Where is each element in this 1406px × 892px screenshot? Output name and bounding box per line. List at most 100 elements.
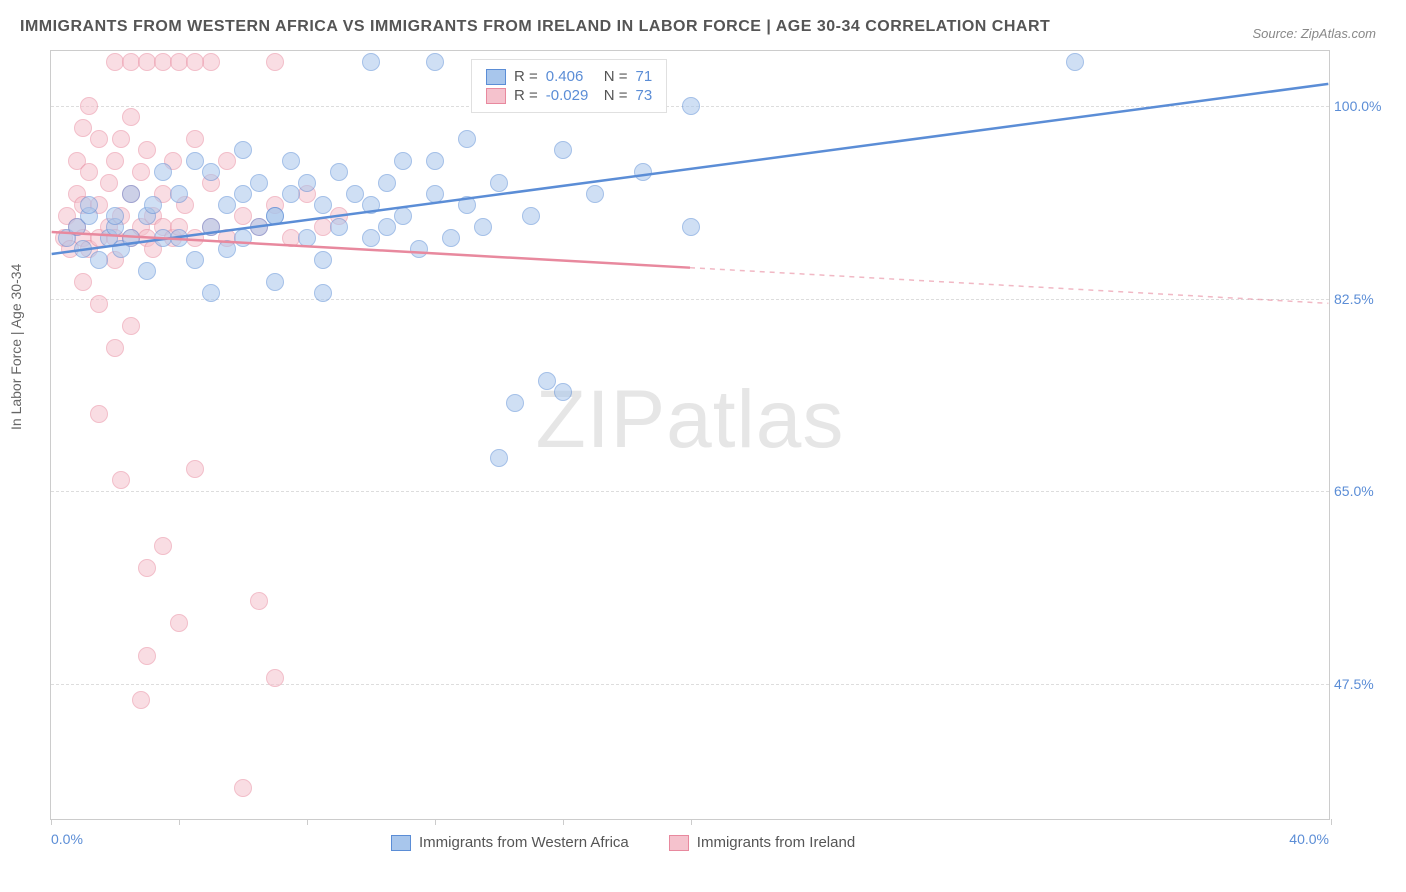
source-attribution: Source: ZipAtlas.com (1252, 26, 1376, 41)
data-point (138, 559, 156, 577)
data-point (554, 141, 572, 159)
data-point (186, 53, 204, 71)
x-tick (563, 819, 564, 825)
data-point (74, 119, 92, 137)
data-point (362, 196, 380, 214)
data-point (490, 174, 508, 192)
data-point (80, 97, 98, 115)
data-point (132, 163, 150, 181)
data-point (218, 152, 236, 170)
data-point (586, 185, 604, 203)
swatch-western-africa-icon (391, 835, 411, 851)
data-point (426, 185, 444, 203)
data-point (186, 460, 204, 478)
data-point (394, 152, 412, 170)
data-point (112, 471, 130, 489)
gridline (51, 299, 1329, 300)
data-point (266, 53, 284, 71)
x-tick (307, 819, 308, 825)
legend-label-ireland: Immigrants from Ireland (697, 834, 855, 851)
trend-lines (51, 51, 1329, 819)
data-point (250, 174, 268, 192)
data-point (682, 218, 700, 236)
gridline (51, 684, 1329, 685)
data-point (144, 196, 162, 214)
series-legend: Immigrants from Western Africa Immigrant… (391, 834, 855, 851)
data-point (378, 174, 396, 192)
data-point (234, 229, 252, 247)
y-tick-label: 47.5% (1334, 676, 1389, 692)
legend-label-western-africa: Immigrants from Western Africa (419, 834, 629, 851)
data-point (426, 53, 444, 71)
data-point (138, 262, 156, 280)
data-point (330, 218, 348, 236)
chart-title: IMMIGRANTS FROM WESTERN AFRICA VS IMMIGR… (20, 18, 1050, 36)
data-point (458, 130, 476, 148)
data-point (170, 229, 188, 247)
data-point (138, 647, 156, 665)
y-tick-label: 65.0% (1334, 483, 1389, 499)
data-point (132, 691, 150, 709)
data-point (442, 229, 460, 247)
data-point (74, 273, 92, 291)
data-point (298, 229, 316, 247)
data-point (234, 207, 252, 225)
watermark-atlas: atlas (666, 374, 844, 465)
data-point (234, 779, 252, 797)
x-axis-min-label: 0.0% (51, 831, 83, 847)
data-point (138, 141, 156, 159)
data-point (282, 185, 300, 203)
y-tick-label: 100.0% (1334, 98, 1389, 114)
data-point (298, 174, 316, 192)
data-point (122, 185, 140, 203)
data-point (186, 152, 204, 170)
data-point (202, 284, 220, 302)
data-point (378, 218, 396, 236)
data-point (122, 317, 140, 335)
x-tick (179, 819, 180, 825)
swatch-ireland (486, 88, 506, 104)
x-tick (691, 819, 692, 825)
data-point (154, 163, 172, 181)
data-point (186, 251, 204, 269)
data-point (490, 449, 508, 467)
data-point (90, 130, 108, 148)
n-value-b: 73 (636, 87, 653, 104)
data-point (330, 163, 348, 181)
data-point (80, 196, 98, 214)
data-point (234, 141, 252, 159)
data-point (186, 130, 204, 148)
r-label-a: R = (514, 68, 538, 85)
gridline (51, 491, 1329, 492)
data-point (186, 229, 204, 247)
data-point (1066, 53, 1084, 71)
data-point (202, 218, 220, 236)
data-point (314, 196, 332, 214)
x-tick (1331, 819, 1332, 825)
data-point (282, 152, 300, 170)
n-value-a: 71 (636, 68, 653, 85)
data-point (106, 339, 124, 357)
data-point (250, 592, 268, 610)
data-point (170, 185, 188, 203)
data-point (74, 240, 92, 258)
r-value-b: -0.029 (546, 87, 596, 104)
data-point (506, 394, 524, 412)
swatch-ireland-icon (669, 835, 689, 851)
data-point (266, 207, 284, 225)
legend-item-ireland: Immigrants from Ireland (669, 834, 855, 851)
data-point (554, 383, 572, 401)
n-label-b: N = (604, 87, 628, 104)
legend-row-western-africa: R = 0.406 N = 71 (486, 68, 652, 85)
plot-area: ZIPatlas 47.5%65.0%82.5%100.0% 0.0% 40.0… (50, 50, 1330, 820)
r-value-a: 0.406 (546, 68, 596, 85)
y-tick-label: 82.5% (1334, 291, 1389, 307)
data-point (90, 405, 108, 423)
data-point (90, 295, 108, 313)
n-label-a: N = (604, 68, 628, 85)
data-point (410, 240, 428, 258)
data-point (202, 163, 220, 181)
data-point (100, 174, 118, 192)
data-point (80, 163, 98, 181)
data-point (170, 614, 188, 632)
